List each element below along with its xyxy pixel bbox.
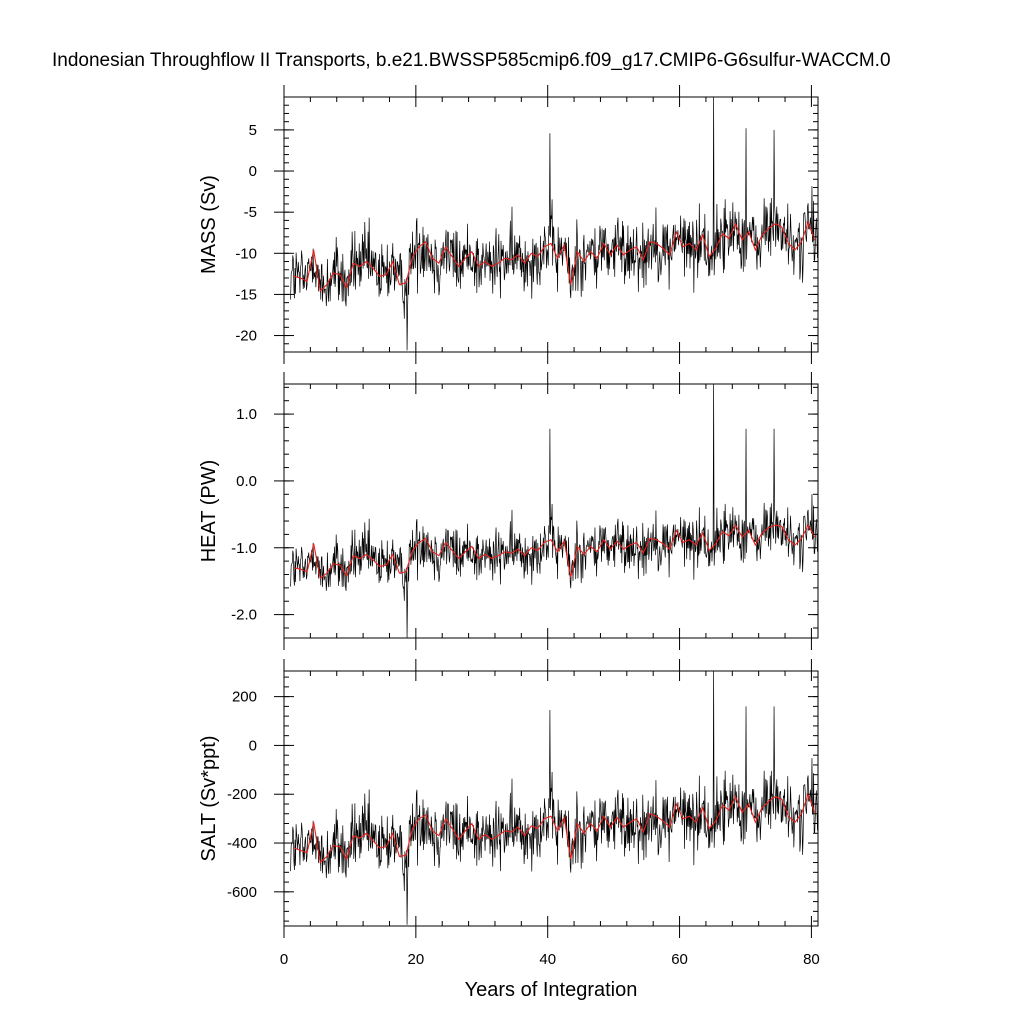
y-tick-label: 5 (249, 122, 257, 139)
y-axis-label: MASS (Sv) (198, 175, 220, 274)
y-tick-label: 0 (249, 163, 257, 180)
x-tick-label: 20 (408, 951, 425, 968)
y-tick-label: -600 (227, 884, 257, 901)
x-tick-label: 40 (539, 951, 556, 968)
monthly-series-line (290, 97, 818, 351)
plot-frame (283, 96, 819, 353)
y-tick-label: 200 (232, 689, 257, 706)
annual-mean-series-line (293, 523, 816, 580)
x-axis-label: Years of Integration (465, 979, 638, 1001)
y-tick-label: -400 (227, 835, 257, 852)
x-tick-label: 0 (280, 951, 288, 968)
y-axis-label: SALT (Sv*ppt) (198, 736, 220, 862)
y-tick-label: -15 (235, 286, 257, 303)
y-tick-label: -10 (235, 245, 257, 262)
panel-mass: 5 0 -5 -10 -15 -20 MASS (Sv) (198, 85, 819, 364)
x-tick-label: 60 (671, 951, 688, 968)
monthly-series-line (290, 671, 818, 925)
panel-heat: 1.0 0.0 -1.0 -2.0 HEAT (PW) (198, 372, 819, 650)
y-tick-label: -200 (227, 786, 257, 803)
y-axis-label: HEAT (PW) (198, 460, 220, 563)
plot-frame (283, 383, 819, 639)
panel-salt: 200 0 -200 -400 -600 SALT (Sv*ppt) 0 20 40 60 80 (198, 659, 820, 968)
plot-frame (283, 670, 819, 927)
panels: 5 0 -5 -10 -15 -20 MASS (Sv) 1.0 0.0 -1.0 -2.0 HEAT… (198, 85, 820, 968)
x-tick-label: 80 (803, 951, 820, 968)
y-tick-label: -20 (235, 328, 257, 345)
chart-title: Indonesian Throughflow II Transports, b.… (52, 50, 891, 71)
y-tick-label: -1.0 (231, 540, 257, 557)
y-tick-label: -5 (244, 204, 257, 221)
annual-mean-series-line (293, 220, 816, 293)
annual-mean-series-line (293, 792, 816, 864)
y-tick-label: 1.0 (236, 406, 257, 423)
y-tick-label: -2.0 (231, 607, 257, 624)
y-tick-label: 0 (249, 737, 257, 754)
monthly-series-line (290, 384, 818, 638)
y-tick-label: 0.0 (236, 473, 257, 490)
